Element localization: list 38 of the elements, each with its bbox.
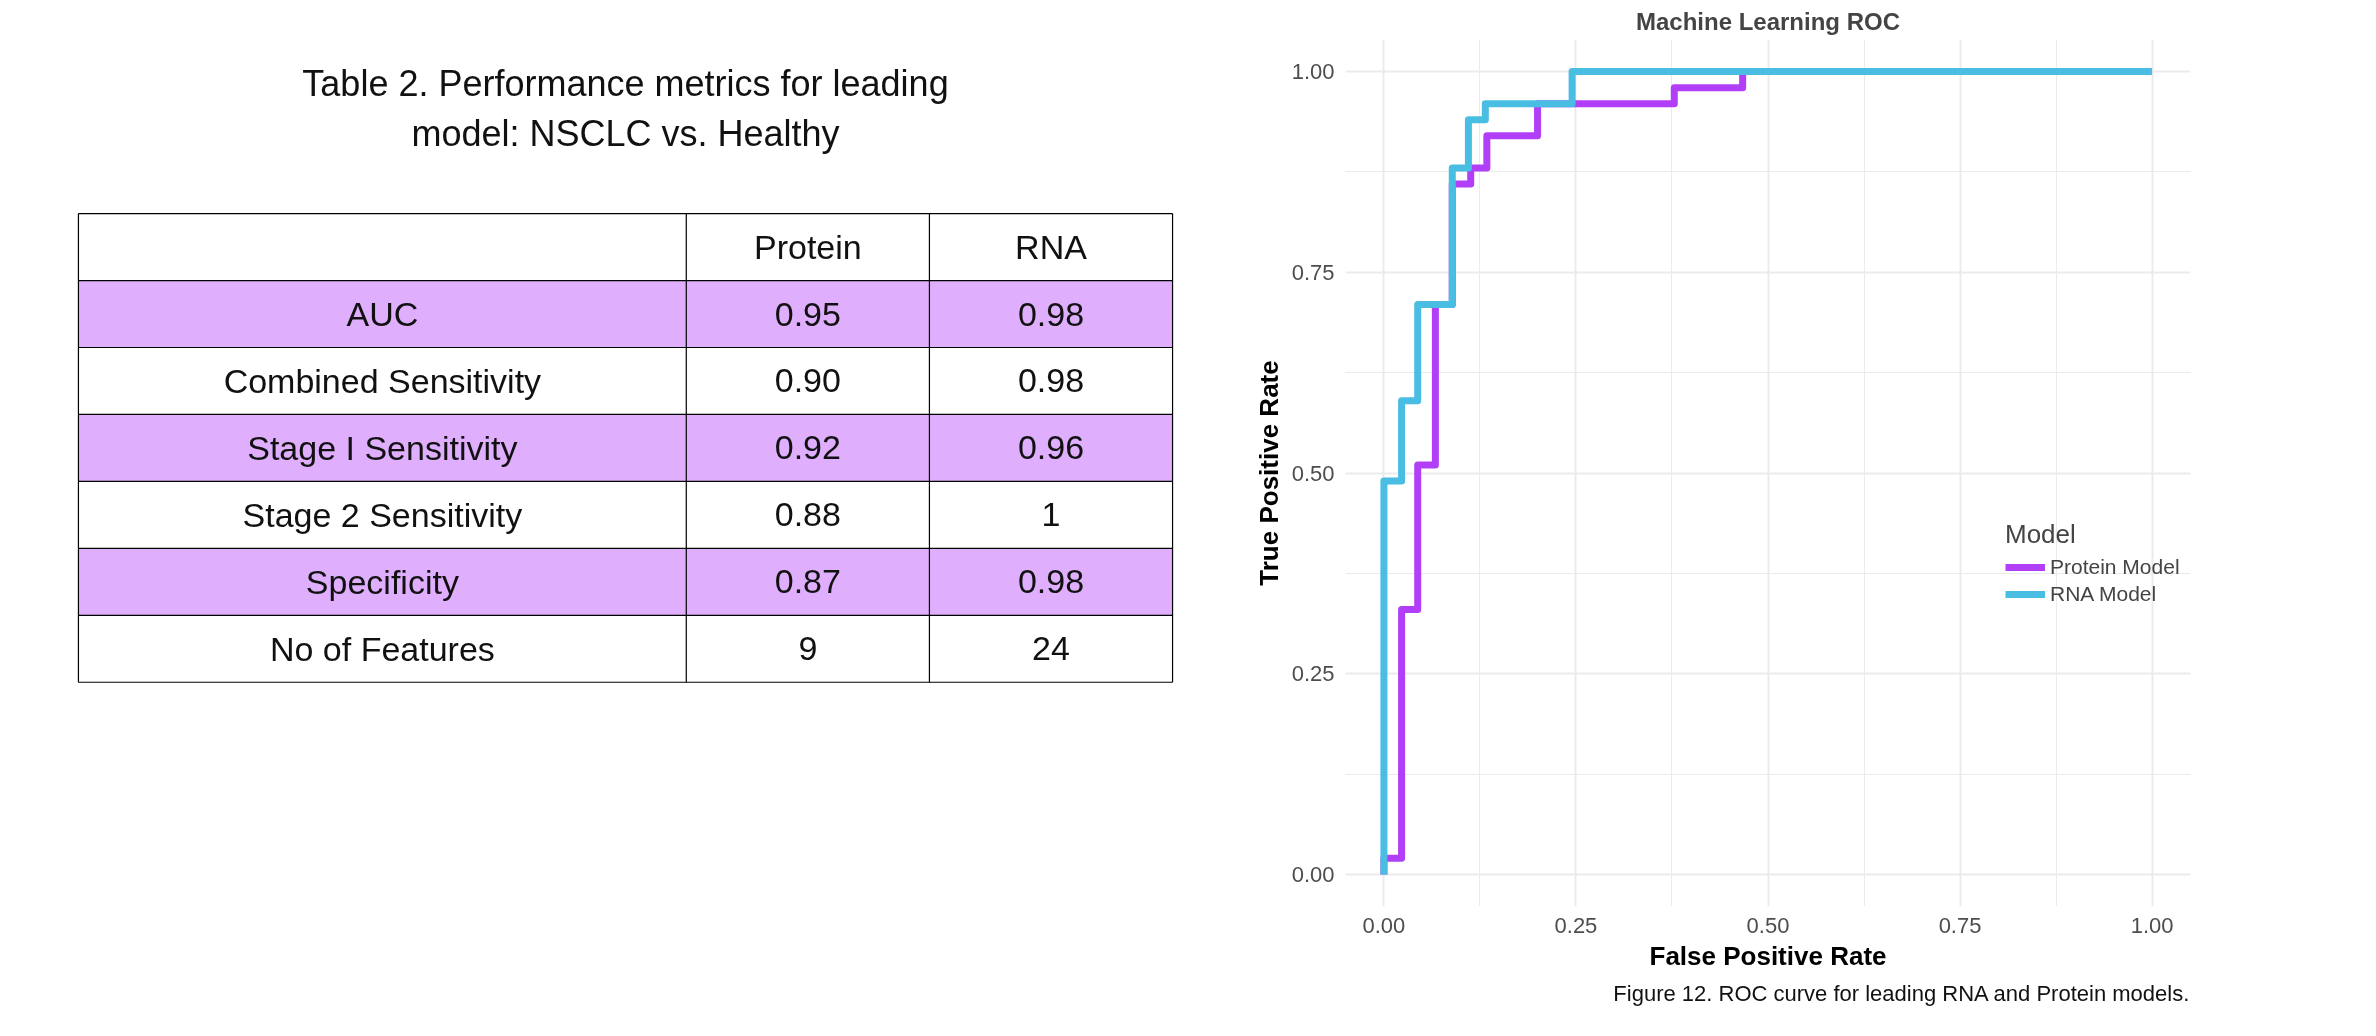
y-tick-label: Combined Sensitivity xyxy=(223,361,542,400)
data-label: 0.90 xyxy=(774,361,841,400)
x-tick-label: RNA xyxy=(1015,228,1088,267)
chart-title: Table 2. Performance metrics for leading model: NSCLC vs. Healthy xyxy=(302,62,949,154)
data-label: 1 xyxy=(1041,495,1061,534)
y-tick-label: No of Features xyxy=(269,629,495,668)
data-label: 0.92 xyxy=(774,428,841,467)
y-tick-label: Specificity xyxy=(305,562,459,601)
x-tick-label: 0.75 xyxy=(1938,912,1982,938)
chart-title: Machine Learning ROC xyxy=(1635,7,1901,35)
data-label: 0.96 xyxy=(1017,428,1085,467)
y-tick-label: 1.00 xyxy=(1291,59,1335,85)
y-tick-label: 0.25 xyxy=(1291,661,1335,687)
y-tick-label: Stage 2 Sensitivity xyxy=(242,495,523,534)
x-tick-label: 1.00 xyxy=(2130,912,2174,938)
legend-title: Model xyxy=(2005,519,2077,550)
y-tick-label: 0.50 xyxy=(1291,460,1335,486)
data-label: 0.98 xyxy=(1017,562,1085,601)
data-label: 0.87 xyxy=(774,562,841,601)
data-label: 0.98 xyxy=(1017,361,1085,400)
y-tick-label: Stage I Sensitivity xyxy=(247,428,518,467)
x-tick-label: Protein xyxy=(753,228,862,267)
x-tick-label: 0.00 xyxy=(1362,912,1406,938)
y-tick-label: AUC xyxy=(346,295,419,334)
data-label: 0.95 xyxy=(774,294,841,333)
y-tick-label: 0.00 xyxy=(1291,861,1335,887)
y-axis-title: True Positive Rate xyxy=(1253,360,1284,586)
data-label: 9 xyxy=(798,629,818,668)
data-label: 24 xyxy=(1032,629,1070,668)
data-label: 0.98 xyxy=(1017,294,1085,333)
data-label: 0.88 xyxy=(774,495,841,534)
x-tick-label: 0.50 xyxy=(1746,912,1790,938)
y-tick-label: 0.75 xyxy=(1291,259,1335,285)
x-tick-label: 0.25 xyxy=(1554,912,1598,938)
x-axis-title: False Positive Rate xyxy=(1649,940,1887,971)
legend-label: Protein Model xyxy=(2050,555,2180,579)
legend-label: RNA Model xyxy=(2050,582,2157,606)
caption: Figure 12. ROC curve for leading RNA and Protein models. xyxy=(1613,980,2190,1006)
